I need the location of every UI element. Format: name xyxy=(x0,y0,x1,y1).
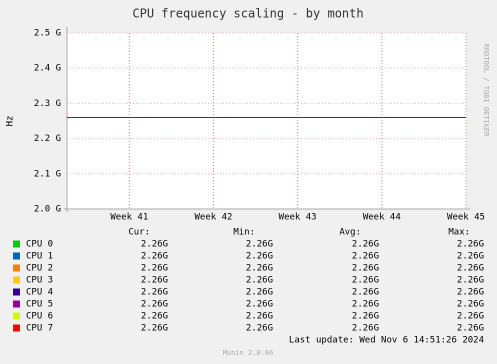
legend-stat: 2.26G xyxy=(352,300,379,310)
legend-swatch xyxy=(13,312,20,320)
legend-stat: 2.26G xyxy=(246,252,273,262)
legend-stat: 2.26G xyxy=(352,240,379,250)
legend-stat: 2.26G xyxy=(457,288,484,298)
legend-stat: 2.26G xyxy=(141,276,168,286)
legend-stat: 2.26G xyxy=(352,276,379,286)
y-tick-label: 2.4 G xyxy=(34,64,61,74)
y-tick-label: 2.0 G xyxy=(34,205,61,215)
legend-stat: 2.26G xyxy=(457,252,484,262)
legend-stat: 2.26G xyxy=(352,324,379,334)
legend-stat: 2.26G xyxy=(352,252,379,262)
legend-header: Cur: xyxy=(128,228,150,238)
legend-stat: 2.26G xyxy=(457,240,484,250)
x-tick-label: Week 43 xyxy=(279,213,317,223)
y-tick-label: 2.5 G xyxy=(34,29,61,39)
x-tick-label: Week 44 xyxy=(363,213,401,223)
legend-label: CPU 7 xyxy=(26,324,53,334)
legend-stat: 2.26G xyxy=(141,312,168,322)
legend-stat: 2.26G xyxy=(141,264,168,274)
legend-stat: 2.26G xyxy=(141,240,168,250)
legend-stat: 2.26G xyxy=(457,276,484,286)
y-axis-label: Hz xyxy=(6,116,16,127)
legend-swatch xyxy=(13,264,20,272)
legend-stat: 2.26G xyxy=(246,312,273,322)
legend-label: CPU 3 xyxy=(26,276,53,286)
legend-stat: 2.26G xyxy=(457,264,484,274)
last-update: Last update: Wed Nov 6 14:51:26 2024 xyxy=(289,336,484,346)
legend-stat: 2.26G xyxy=(141,300,168,310)
footer: Munin 2.0.66 xyxy=(223,349,274,357)
legend-label: CPU 6 xyxy=(26,312,53,322)
legend-header: Max: xyxy=(448,228,470,238)
legend-stat: 2.26G xyxy=(457,324,484,334)
x-tick-label: Week 45 xyxy=(447,213,485,223)
legend-stat: 2.26G xyxy=(246,264,273,274)
legend-stat: 2.26G xyxy=(246,288,273,298)
y-tick-label: 2.1 G xyxy=(34,169,61,179)
legend-stat: 2.26G xyxy=(457,300,484,310)
legend-swatch xyxy=(13,252,20,260)
y-tick-label: 2.2 G xyxy=(34,134,61,144)
legend-label: CPU 0 xyxy=(26,240,53,250)
x-tick-label: Week 42 xyxy=(194,213,232,223)
chart-title: CPU frequency scaling - by month xyxy=(132,7,363,21)
legend-label: CPU 5 xyxy=(26,300,53,310)
legend-stat: 2.26G xyxy=(141,288,168,298)
legend-stat: 2.26G xyxy=(352,312,379,322)
legend-swatch xyxy=(13,240,20,248)
legend-stat: 2.26G xyxy=(457,312,484,322)
legend-swatch xyxy=(13,324,20,332)
y-tick-label: 2.3 G xyxy=(34,99,61,109)
side-text: RRDTOOL / TOBI OETIKER xyxy=(482,44,490,138)
legend-swatch xyxy=(13,288,20,296)
legend-header: Min: xyxy=(233,228,255,238)
legend-header: Avg: xyxy=(339,228,361,238)
legend-stat: 2.26G xyxy=(141,324,168,334)
legend-label: CPU 1 xyxy=(26,252,53,262)
legend-swatch xyxy=(13,300,20,308)
legend-label: CPU 2 xyxy=(26,264,53,274)
legend-stat: 2.26G xyxy=(352,264,379,274)
legend-swatch xyxy=(13,276,20,284)
legend-stat: 2.26G xyxy=(246,324,273,334)
legend-stat: 2.26G xyxy=(352,288,379,298)
plot-area xyxy=(67,33,466,209)
legend-stat: 2.26G xyxy=(141,252,168,262)
legend-stat: 2.26G xyxy=(246,240,273,250)
legend-stat: 2.26G xyxy=(246,300,273,310)
x-tick-label: Week 41 xyxy=(110,213,148,223)
legend-stat: 2.26G xyxy=(246,276,273,286)
legend-label: CPU 4 xyxy=(26,288,53,298)
